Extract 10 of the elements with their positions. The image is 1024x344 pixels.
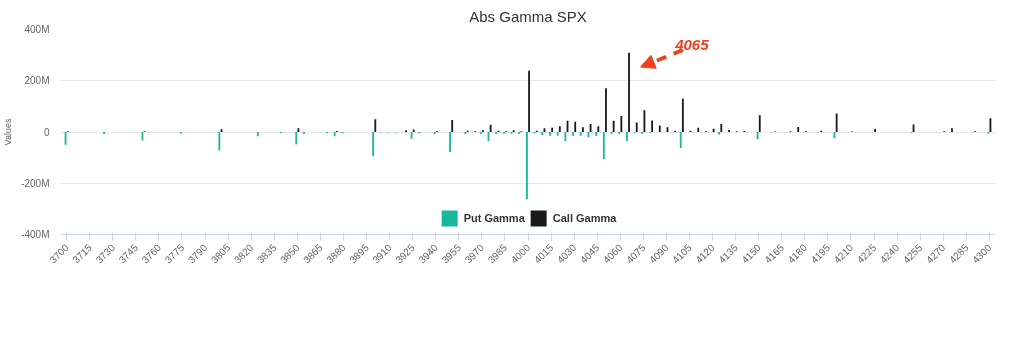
y-tick-label: 400M bbox=[24, 24, 50, 35]
y-tick-label: 200M bbox=[24, 75, 50, 87]
y-tick-label: 0 bbox=[43, 126, 50, 138]
legend-label: Put Gamma bbox=[463, 212, 525, 224]
y-axis-title: Values bbox=[3, 118, 14, 146]
annotation: 4065 bbox=[674, 35, 710, 53]
legend-label: Call Gamma bbox=[552, 212, 617, 224]
y-tick-label: -200M bbox=[21, 177, 50, 189]
y-tick-label: -400M bbox=[21, 229, 50, 240]
chart-title: Abs Gamma SPX bbox=[469, 7, 587, 25]
